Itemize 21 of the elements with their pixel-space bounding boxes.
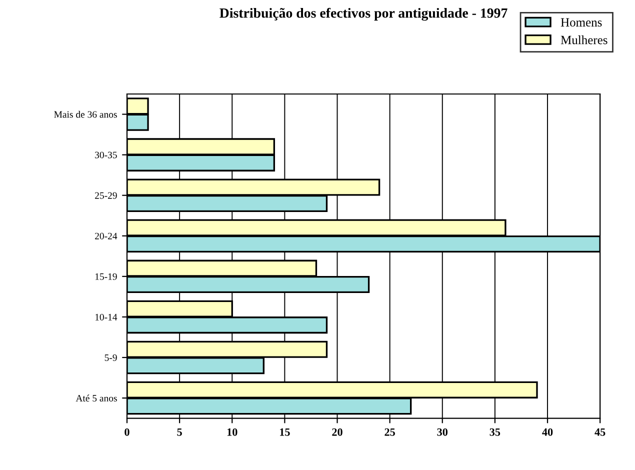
x-tick-label: 0 (124, 428, 130, 436)
y-tick-label: 25-29 (95, 192, 117, 199)
legend-label: Mulheres (560, 35, 608, 44)
x-tick-label: 35 (490, 428, 500, 436)
x-tick-label: 25 (384, 428, 395, 436)
y-tick-label: 10-14 (95, 314, 118, 320)
chart-title: Distribuição dos efectivos por antiguidade - 1997 (220, 8, 508, 21)
x-tick-label: 40 (542, 428, 553, 436)
y-tick-label: 30-35 (95, 152, 117, 158)
x-tick-label: 30 (437, 428, 448, 436)
x-tick-label: 10 (227, 428, 238, 436)
x-tick-label: 5 (177, 428, 182, 436)
y-tick-label: Até 5 anos (76, 394, 117, 402)
x-tick-label: 15 (280, 428, 290, 436)
legend-label: Homens (560, 18, 602, 27)
y-tick-label: 20-24 (95, 232, 118, 240)
x-tick-label: 20 (332, 428, 342, 436)
y-tick-label: 5-9 (104, 354, 117, 361)
y-tick-label: Mais de 36 anos (54, 110, 117, 118)
y-tick-label: 15-19 (95, 273, 117, 280)
x-tick-label: 45 (594, 428, 606, 436)
